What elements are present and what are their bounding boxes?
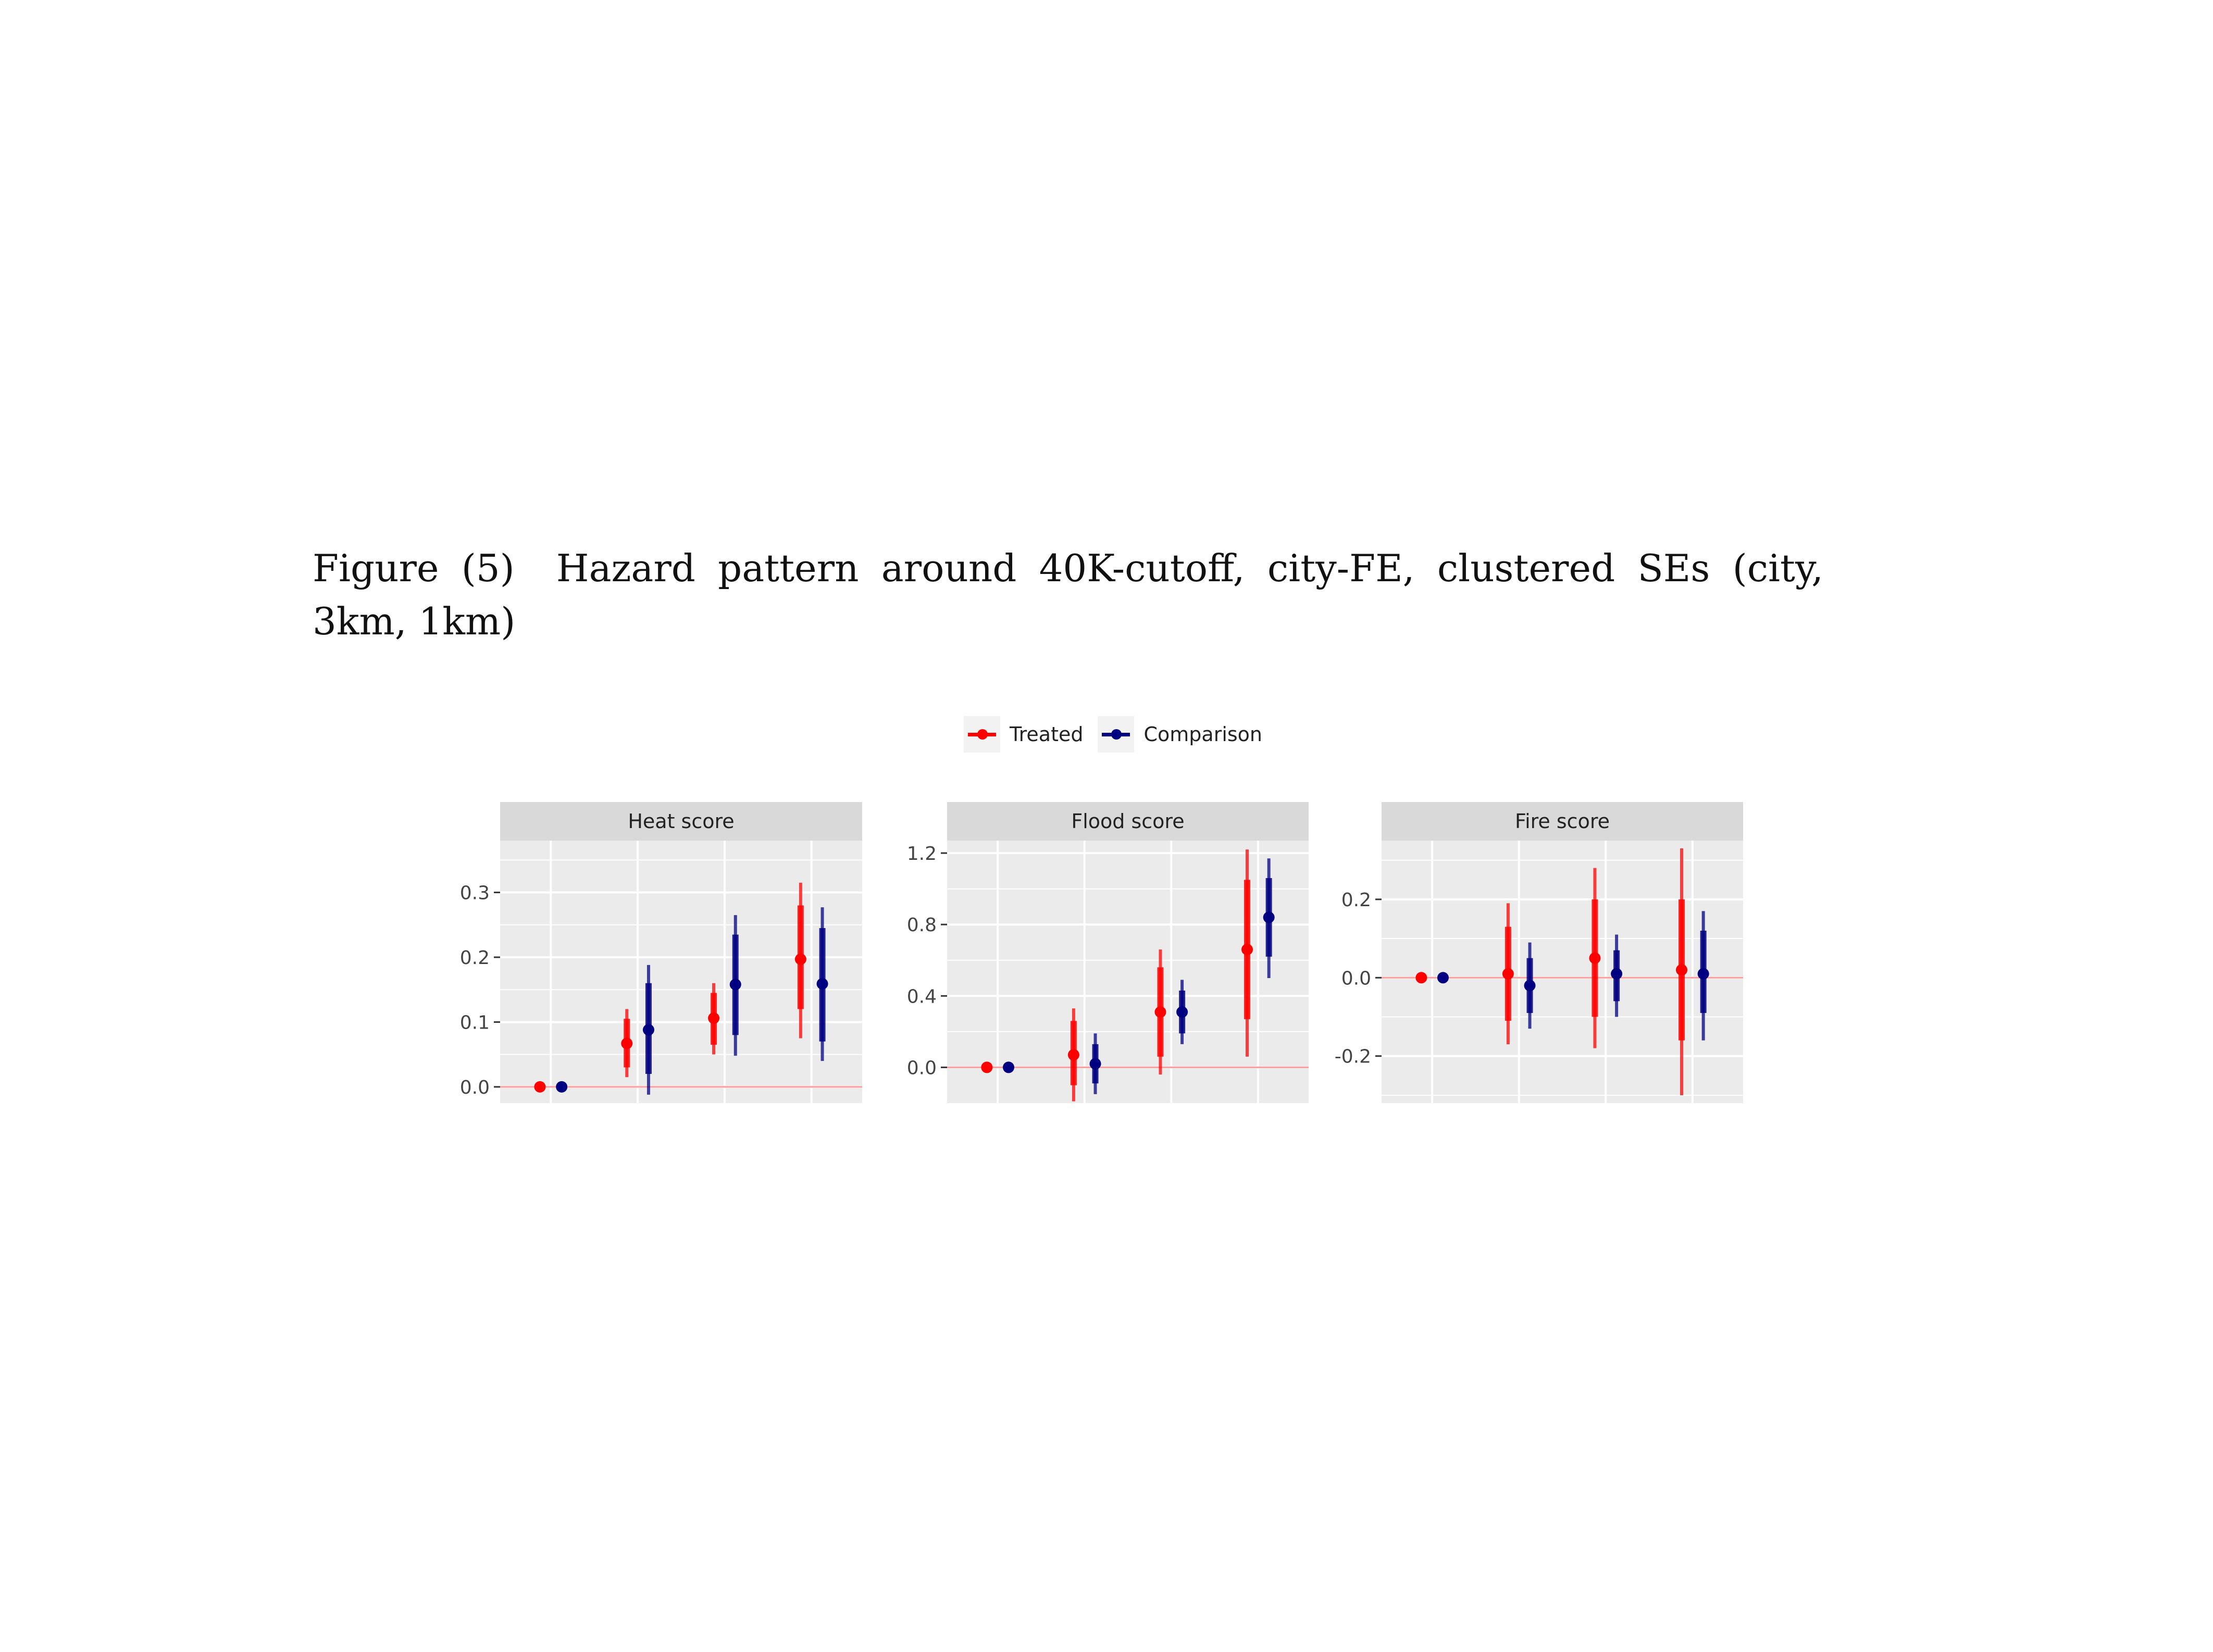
series-comparison [1002,858,1275,1094]
legend-key-treated [964,716,1000,753]
figure-caption-text: Hazard pattern around 40K-cutoff, city-F… [313,546,1823,643]
chart-legend: Treated Comparison [964,716,1277,753]
point-estimate [1589,952,1601,964]
point-estimate [1676,964,1688,976]
point-estimate [729,979,741,991]
y-tick-label: 0.3 [460,883,490,904]
point-estimate [1611,968,1623,980]
legend-key-comparison [1098,716,1135,753]
point-estimate [1263,911,1275,923]
strip-bg [500,802,862,841]
y-tick-label: -0.2 [1335,1046,1371,1068]
point-estimate [816,978,828,990]
y-tick-label: 0.8 [907,915,937,936]
point-estimate [1697,968,1709,980]
series-treated [981,849,1253,1102]
y-tick-label: 0.2 [460,947,490,969]
y-tick-label: 0.1 [460,1012,490,1033]
point-estimate [708,1012,720,1024]
series-treated [534,882,806,1093]
point-estimate [794,953,806,965]
point-estimate [1437,972,1449,984]
point-estimate [556,1081,568,1093]
point-estimate [621,1037,633,1049]
y-tick-label: 0.4 [907,986,937,1007]
point-estimate [1415,972,1427,984]
point-estimate [1176,1006,1188,1018]
figure-label: Figure (5) [313,546,515,590]
strip-title: Flood score [1071,810,1184,833]
plot-panel [500,841,862,1103]
panel-heat-score: Heat score 0.0 0.1 0.2 0.3 [460,802,862,1103]
series-treated [1415,848,1688,1095]
series-comparison [556,907,828,1095]
legend-label-comparison: Comparison [1143,723,1263,746]
point-estimate [981,1061,993,1073]
series-comparison [1437,911,1709,1041]
y-tick-label: 1.2 [907,843,937,865]
y-tick-label: 0.0 [1341,968,1371,989]
point-estimate [1002,1061,1014,1073]
panel-fire-score: Fire score -0.2 0.0 0.2 [1335,802,1743,1103]
point-estimate [1089,1058,1101,1070]
strip-bg [1382,802,1743,841]
strip-title: Fire score [1515,810,1610,833]
point-estimate [1241,944,1253,956]
point-estimate [534,1081,546,1093]
plot-panel [1382,841,1743,1103]
strip-bg [947,802,1309,841]
point-estimate [1502,968,1514,980]
figure-caption: Figure (5) Hazard pattern around 40K-cuto… [313,542,1823,648]
panel-flood-score: Flood score 0.0 0.4 0.8 1.2 [907,802,1309,1103]
point-estimate [1067,1049,1079,1061]
point-estimate [1524,980,1536,992]
strip-title: Heat score [628,810,734,833]
y-tick-label: 0.0 [907,1057,937,1079]
legend-label-treated: Treated [1010,723,1084,746]
point-estimate [1154,1006,1166,1018]
plot-panel [947,841,1309,1103]
point-estimate [642,1024,654,1036]
y-tick-label: 0.2 [1341,890,1371,911]
y-tick-label: 0.0 [460,1077,490,1098]
